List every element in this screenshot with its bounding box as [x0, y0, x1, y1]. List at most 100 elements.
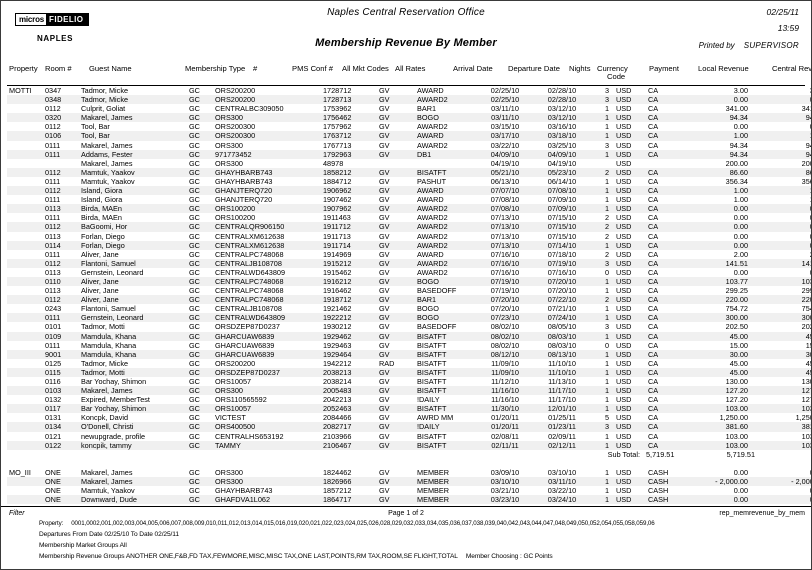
table-row[interactable]: 0134 O'Donell, Christi GC ORS400500 2082717 G… [7, 422, 811, 432]
cell-departure: 07/09/10 [547, 195, 577, 205]
table-row[interactable]: 0111 Makarel, James GC ORS300 1767713 GV AWARD… [7, 140, 811, 150]
cell-pms: 1911713 [323, 231, 351, 241]
cell-payment: CA [648, 104, 659, 114]
table-row[interactable]: 0109 Mamdula, Khana GC GHARCUAW6839 1929462 G… [7, 331, 811, 341]
cell-pms: 1763712 [323, 131, 379, 141]
table-row[interactable]: 0113 Aliver, Jane GC CENTRALPC748068 1916462… [7, 286, 811, 295]
cell-arrival: 03/23/10 [477, 495, 533, 505]
table-row[interactable]: 0320 Makarel, James GC ORS300 1756462 GV BOGO 0… [7, 113, 811, 123]
cell-property [7, 341, 45, 350]
cell-guest: Aliver, Jane [81, 276, 189, 287]
cell-currency: USD [613, 258, 646, 268]
col-property: Property [9, 64, 38, 73]
table-row[interactable]: MOTTI 0347 Tadmor, Micke GC ORS200200 1728712… [7, 86, 811, 95]
table-row[interactable]: 0117 Bar Yochay, Shimon GC ORS10057 2052463 G… [7, 404, 811, 414]
table-row[interactable]: 0121 newupgrade, profile GC CENTRALHS653192… [7, 431, 811, 441]
cell-arrival: 03/15/10 [490, 122, 520, 132]
cell-guest: Mamtuk, Yaakov [81, 167, 189, 177]
table-row[interactable]: 0103 Makarel, James GC ORS300 2005483 GV BISAT… [7, 386, 811, 396]
cell-mtype: GC [189, 131, 215, 141]
table-row[interactable]: 0111 Mamdula, Khana GC GHARCUAW6839 1929463 G… [7, 341, 811, 350]
table-row[interactable]: 0113 Gernstein, Leonard GC CENTRALWD643809 1… [7, 267, 811, 277]
cell-room: 0112 [45, 186, 81, 196]
table-row[interactable]: 0112 Tool, Bar GC ORS200300 1757962 GV AWARD2 0… [7, 122, 811, 132]
cell-payment: CA [646, 331, 682, 341]
cell-payment: CA [646, 276, 682, 287]
table-row[interactable]: ONE Mamtuk, Yaakov GC GHAYHBARB743 1857212 GV… [7, 486, 811, 496]
cell-rates: BISATFT [417, 431, 447, 441]
cell-arrival: 07/20/10 [490, 304, 520, 314]
table-row[interactable]: 0112 Culprit, Goliat GC CENTRALBC309050 1753… [7, 104, 811, 114]
table-row[interactable]: 0115 Tadmor, Motti GC ORSDZEP87D0237 2038213… [7, 367, 811, 377]
cell-guest: Mamdula, Khana [81, 331, 189, 341]
cell-local: 45.00 [682, 367, 758, 377]
cell-guest: Bar Yochay, Shimon [81, 377, 147, 386]
cell-departure: 04/19/10 [547, 158, 577, 168]
cell-nights: 1 [604, 104, 609, 114]
cell-central: 356.34 [801, 176, 811, 186]
cell-departure: 11/10/10 [548, 358, 576, 368]
cell-arrival: 06/13/10 [490, 176, 520, 186]
table-row[interactable]: 0111 Mamtuk, Yaakov GC GHAYHBARB743 1884712 G… [7, 176, 811, 186]
table-row[interactable]: 0111 Addams, Fester GC 971773452 1792963 GV DB… [7, 149, 811, 159]
cell-arrival: 07/13/10 [490, 213, 520, 223]
cell-payment: CA [648, 395, 659, 405]
cell-mtype: GC [189, 167, 215, 177]
table-row[interactable]: 0111 Gernstein, Leonard GC CENTRALWD643809 1… [7, 313, 811, 323]
table-row[interactable]: 0125 Tadmor, Micke GC ORS200200 1942212 RAD BI… [7, 358, 811, 368]
table-row[interactable]: 9001 Mamdula, Khana GC GHARCUAW6839 1929464 G… [7, 349, 811, 359]
table-row[interactable]: 0132 Expired, MemberTest GC ORS110565592 204… [7, 395, 811, 405]
cell-room: 0112 [45, 258, 81, 268]
table-row[interactable]: 0131 Koncpk, David GC VICTEST 2084466 GV AWRD … [7, 413, 811, 423]
table-row[interactable]: ONE Makarel, James GC ORS300 1826966 GV MEMBER… [7, 477, 811, 487]
table-row[interactable]: 0112 Flantoni, Samuel GC CENTRALJB108708 191… [7, 258, 811, 268]
table-row[interactable]: 0113 Birda, MAEn GC ORS100200 1907962 GV AWARD… [7, 204, 811, 214]
table-row[interactable]: MO_III ONE Makarel, James GC ORS300 1824462 GV… [7, 468, 811, 477]
report-table: MOTTI 0347 Tadmor, Micke GC ORS200200 1728712… [7, 86, 811, 505]
col-currency-code: Code [607, 72, 626, 81]
table-row[interactable]: 0110 Aliver, Jane GC CENTRALPC748068 1916212… [7, 276, 811, 287]
cell-departure: 08/05/10 [547, 322, 577, 332]
cell-property [7, 367, 45, 377]
table-row[interactable]: Makarel, James GC ORS300 48978 04/19/10 04/19… [7, 158, 811, 168]
cell-mtype: GC [189, 377, 200, 386]
table-row[interactable]: 0348 Tadmor, Micke GC ORS200200 1728713 GV AWA… [7, 95, 811, 105]
cell-payment: CA [646, 240, 682, 250]
printed-by-user: SUPERVISOR [743, 41, 799, 50]
table-row[interactable]: 0111 Aliver, Jane GC CENTRALPC748068 1914969… [7, 250, 811, 259]
cell-room: 0122 [45, 440, 81, 450]
table-row[interactable]: 0101 Tadmor, Motti GC ORSDZEP87D0237 1930212… [7, 322, 811, 332]
cell-currency: USD [616, 431, 632, 441]
cell-currency: USD [616, 267, 632, 277]
cell-departure: 07/09/10 [533, 204, 591, 214]
table-row[interactable]: 0243 Flantoni, Samuel GC CENTRALJB108708 192… [7, 304, 811, 314]
table-row[interactable]: 0112 Mamtuk, Yaakov GC GHAYHBARB743 1858212 G… [7, 167, 811, 177]
cell-central: 341.00 [801, 104, 811, 114]
cell-local: 381.60 [682, 422, 758, 432]
table-row[interactable]: 0122 koncpik, tammy GC TAMMY 2106467 GV BISATF… [7, 440, 811, 450]
table-row[interactable]: 0114 Forlan, Diego GC CENTRALXM612638 191171… [7, 240, 811, 250]
table-row[interactable]: 0112 BaGoomi, Hor GC CENTRALQR906150 1911712… [7, 222, 811, 232]
table-row[interactable]: 0111 Birda, MAEn GC ORS100200 1911463 GV AWARD… [7, 213, 811, 223]
table-row[interactable]: 0113 Forlan, Diego GC CENTRALXM612638 191171… [7, 231, 811, 241]
table-row[interactable]: 0112 Aliver, Jane GC CENTRALPC748068 1918712… [7, 295, 811, 305]
cell-property [7, 141, 45, 150]
cell-payment: CA [648, 122, 659, 132]
cell-property [7, 304, 45, 313]
cell-guest: Mamtuk, Yaakov [81, 176, 135, 186]
cell-currency: USD [613, 240, 646, 250]
cell-central: 45.00 [758, 367, 811, 377]
table-row[interactable]: ONE Downward, Dude GC GHAFDVA1L062 1864717 GV… [7, 495, 811, 505]
cell-pms: 1767713 [323, 140, 352, 150]
cell-number: GHAYHBARB743 [215, 486, 273, 496]
cell-currency: USD [613, 149, 646, 159]
cell-payment: CA [646, 258, 682, 268]
cell-nights: 1 [591, 276, 613, 287]
office-name: Naples Central Reservation Office [327, 7, 485, 18]
cell-central: 1,250.00 [795, 413, 811, 423]
table-row[interactable]: 0112 Island, Giora GC GHANJTERQ720 1906962 GV… [7, 186, 811, 196]
cell-mkt: GV [379, 313, 417, 323]
table-row[interactable]: 0106 Tool, Bar GC ORS200300 1763712 GV AWARD 03… [7, 131, 811, 141]
table-row[interactable]: 0116 Bar Yochay, Shimon GC ORS10057 2038214 G… [7, 377, 811, 386]
table-row[interactable]: 0111 Island, Giora GC GHANJTERQ720 1907462 GV… [7, 195, 811, 205]
